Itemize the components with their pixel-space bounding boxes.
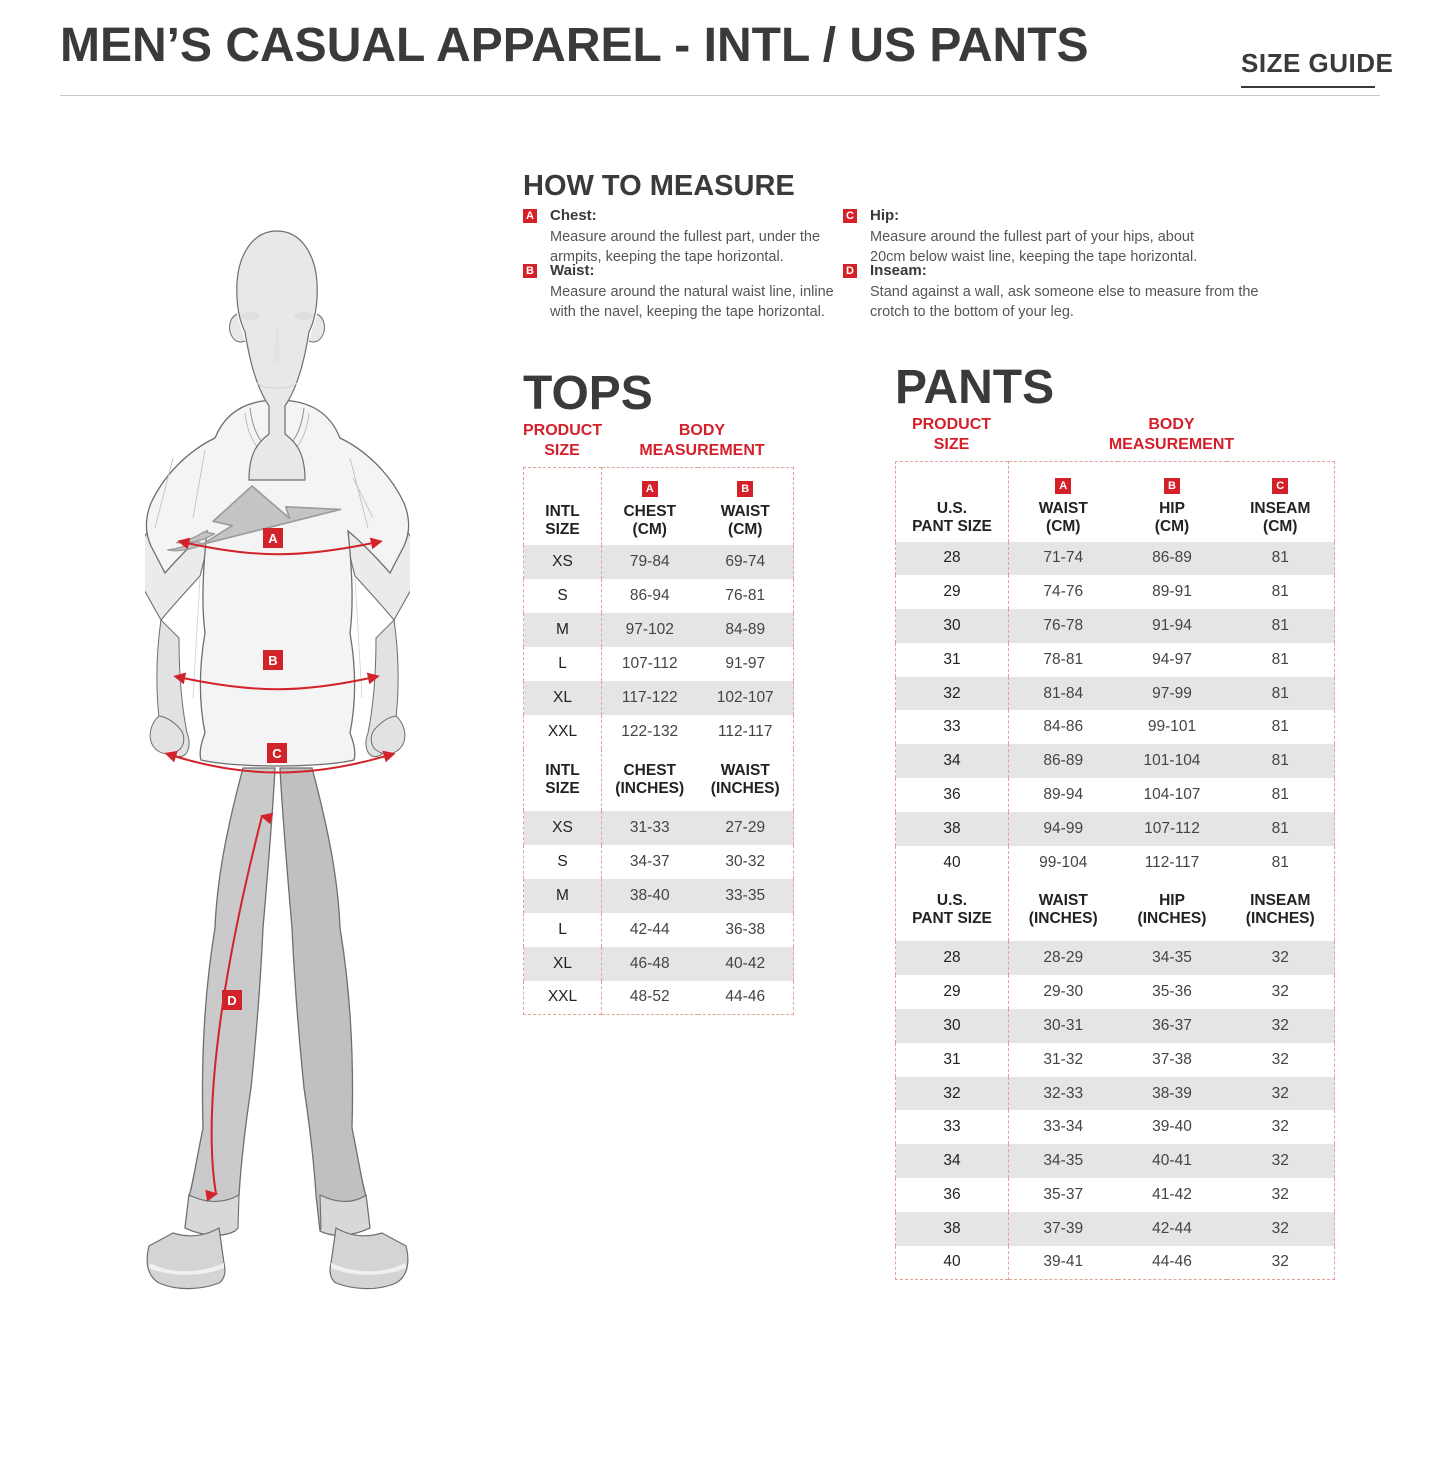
svg-text:A: A (268, 531, 278, 546)
svg-text:D: D (227, 993, 236, 1008)
svg-text:B: B (268, 653, 277, 668)
svg-text:C: C (272, 746, 282, 761)
